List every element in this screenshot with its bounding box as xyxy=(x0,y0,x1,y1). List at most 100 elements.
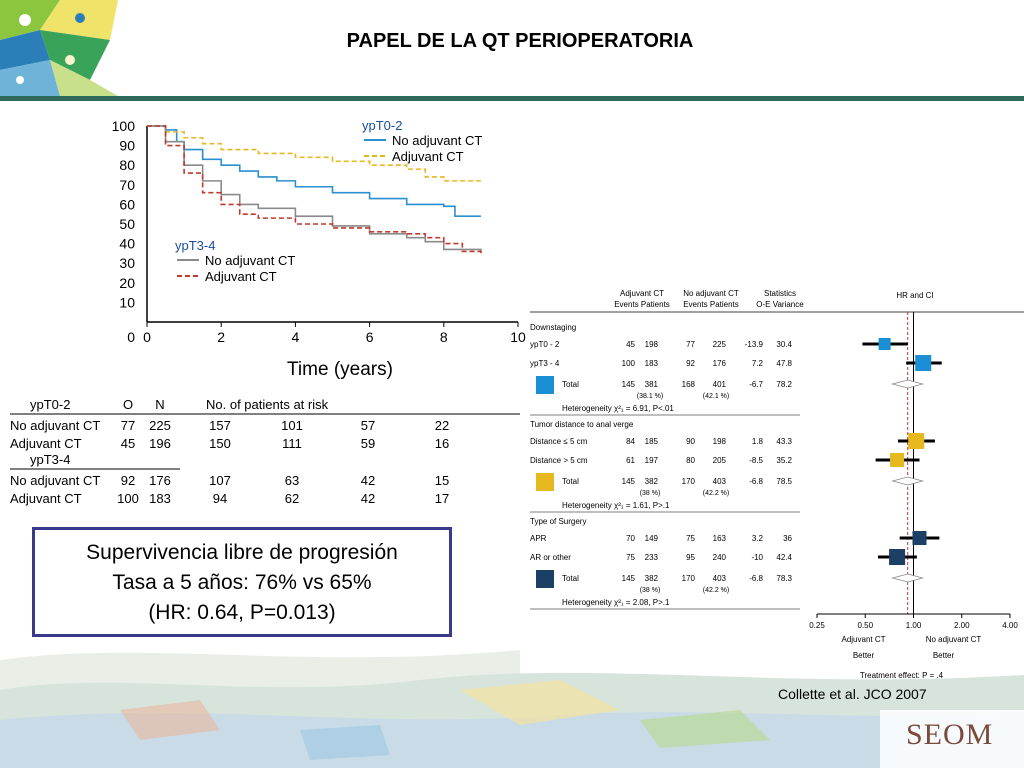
summary-line-2: Tasa a 5 años: 76% vs 65% xyxy=(112,571,372,594)
summary-box: Supervivencia libre de progresión Tasa a… xyxy=(32,527,452,637)
forest-section-title: Tumor distance to anal verge xyxy=(530,420,634,429)
km-series-line-3 xyxy=(147,125,482,252)
forest-cell: 382 xyxy=(645,574,659,583)
risk-header-o: O xyxy=(123,397,133,412)
forest-row-label: ypT3 - 4 xyxy=(530,359,560,368)
forest-cell: 382 xyxy=(645,477,659,486)
risk-cell-value: 42 xyxy=(361,473,375,488)
forest-right-label: No adjuvant CT xyxy=(926,635,982,644)
risk-cell-value: 22 xyxy=(435,418,449,433)
risk-cell-value: 101 xyxy=(281,418,303,433)
risk-cell-n: 225 xyxy=(149,418,171,433)
summary-line-1: Supervivencia libre de progresión xyxy=(86,541,398,564)
forest-right-label: Better xyxy=(933,651,955,660)
forest-total-swatch xyxy=(536,473,554,491)
risk-cell-value: 107 xyxy=(209,473,231,488)
risk-cell-n: 176 xyxy=(149,473,171,488)
forest-cell: 92 xyxy=(686,359,695,368)
slide-title: PAPEL DE LA QT PERIOPERATORIA xyxy=(346,30,694,52)
risk-row-label: Adjuvant CT xyxy=(10,491,82,506)
forest-row-label: APR xyxy=(530,534,547,543)
risk-row-label: No adjuvant CT xyxy=(10,418,100,433)
forest-row-label: Distance > 5 cm xyxy=(530,456,588,465)
forest-cell: 176 xyxy=(713,359,727,368)
forest-header: Events Patients xyxy=(683,300,739,309)
forest-cell: 47.8 xyxy=(776,359,792,368)
forest-cell: 61 xyxy=(626,456,635,465)
risk-header-n: N xyxy=(155,397,164,412)
forest-cell: 84 xyxy=(626,437,635,446)
forest-cell: -6.8 xyxy=(749,574,763,583)
forest-cell: 75 xyxy=(686,534,695,543)
y-tick-label: 70 xyxy=(119,177,135,193)
forest-cell: 205 xyxy=(713,456,727,465)
forest-header: O-E Variance xyxy=(756,300,804,309)
forest-cell: -10 xyxy=(751,553,763,562)
forest-cell: 233 xyxy=(645,553,659,562)
forest-x-tick-label: 0.50 xyxy=(857,621,873,630)
forest-cell: 170 xyxy=(682,477,696,486)
y-tick-label: 40 xyxy=(119,236,135,252)
km-series-line-4 xyxy=(147,125,482,256)
forest-section-title: Type of Surgery xyxy=(530,517,586,526)
forest-cell: 145 xyxy=(622,477,636,486)
legend-label: Adjuvant CT xyxy=(392,149,464,164)
risk-cell-value: 42 xyxy=(361,491,375,506)
y-tick-label: 20 xyxy=(119,275,135,291)
forest-cell: 185 xyxy=(645,437,659,446)
forest-point-square xyxy=(878,338,891,350)
forest-cell: 36 xyxy=(783,534,792,543)
risk-cell-o: 100 xyxy=(117,491,139,506)
forest-cell: 401 xyxy=(713,380,727,389)
forest-header: HR and CI xyxy=(896,291,933,300)
forest-cell: (38.1 %) xyxy=(637,393,663,400)
forest-cell: 381 xyxy=(645,380,659,389)
forest-cell: 145 xyxy=(622,380,636,389)
legend-group-title: ypT3-4 xyxy=(175,238,215,253)
forest-total-label: Total xyxy=(562,574,579,583)
summary-line-3: (HR: 0.64, P=0.013) xyxy=(148,601,336,624)
y-tick-label: 60 xyxy=(119,196,135,212)
forest-cell: 170 xyxy=(682,574,696,583)
forest-cell: 77 xyxy=(686,340,695,349)
x-axis-title: Time (years) xyxy=(287,359,393,380)
forest-cell: 198 xyxy=(645,340,659,349)
forest-cell: -13.9 xyxy=(745,340,764,349)
forest-cell: 1.8 xyxy=(752,437,764,446)
risk-group-title: ypT0-2 xyxy=(30,397,70,412)
risk-cell-o: 92 xyxy=(121,473,135,488)
forest-point-square xyxy=(889,549,906,565)
forest-heterogeneity: Heterogeneity χ²₁ = 1.61, P>.1 xyxy=(562,501,670,510)
y-tick-label: 10 xyxy=(119,294,135,310)
forest-cell: 80 xyxy=(686,456,695,465)
forest-cell: 198 xyxy=(713,437,727,446)
forest-cell: 149 xyxy=(645,534,659,543)
forest-cell: 7.2 xyxy=(752,359,764,368)
forest-left-label: Adjuvant CT xyxy=(841,635,885,644)
mosaic-decoration xyxy=(0,0,118,96)
forest-row-label: ypT0 - 2 xyxy=(530,340,560,349)
y-tick-label: 100 xyxy=(112,118,136,134)
forest-heterogeneity: Heterogeneity χ²₁ = 2.08, P>.1 xyxy=(562,598,670,607)
legend-group-title: ypT0-2 xyxy=(362,118,402,133)
legend-label: No adjuvant CT xyxy=(392,133,482,148)
y-tick-label: 0 xyxy=(127,329,135,345)
forest-cell: 35.2 xyxy=(776,456,792,465)
risk-cell-value: 57 xyxy=(361,418,375,433)
forest-row-label: Distance ≤ 5 cm xyxy=(530,437,588,446)
forest-row-label: AR or other xyxy=(530,553,571,562)
risk-cell-value: 17 xyxy=(435,491,449,506)
y-tick-label: 50 xyxy=(119,216,135,232)
risk-cell-value: 157 xyxy=(209,418,231,433)
seom-logo: SEOM xyxy=(906,718,994,751)
risk-cell-value: 150 xyxy=(209,436,231,451)
forest-total-diamond xyxy=(890,573,925,583)
forest-cell: 78.2 xyxy=(776,380,792,389)
forest-point-square xyxy=(890,453,905,467)
forest-x-tick-label: 2.00 xyxy=(954,621,970,630)
forest-total-label: Total xyxy=(562,380,579,389)
forest-cell: 78.3 xyxy=(776,574,792,583)
risk-cell-value: 15 xyxy=(435,473,449,488)
forest-left-label: Better xyxy=(853,651,875,660)
forest-cell: 78.5 xyxy=(776,477,792,486)
